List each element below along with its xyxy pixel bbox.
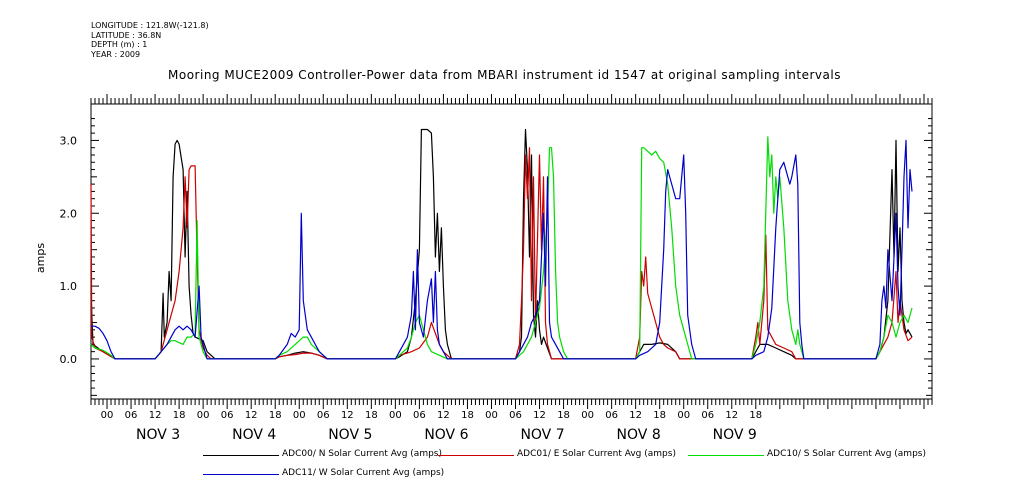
x-tick-label: 18 [173,410,186,421]
day-label: NOV 7 [520,427,564,443]
longitude-label: LONGITUDE : 121.8W(-121.8) [91,21,209,30]
x-tick-label: 00 [197,410,210,421]
legend-entry-adc00: ADC00/ N Solar Current Avg (amps) [282,449,443,459]
y-tick-label: 3.0 [60,134,78,147]
x-tick-label: 18 [653,410,666,421]
x-tick-label: 00 [485,410,498,421]
x-axis-tick-labels: 00 06 12 18 00 06 12 18 00 06 12 18 00 06 12 18 00 06 12 18… [101,410,763,421]
series-layer [90,128,913,360]
x-axis-day-labels: NOV 3 NOV 4 NOV 5 NOV 6 NOV 7 NOV 8 NOV 9 [136,427,757,443]
x-tick-label: 12 [725,410,738,421]
legend-swatch-adc00 [203,455,279,456]
chart-title: Mooring MUCE2009 Controller-Power data f… [168,68,841,82]
x-tick-label: 12 [149,410,162,421]
x-tick-label: 00 [677,410,690,421]
legend-swatch-adc10 [688,455,764,456]
x-tick-label: 12 [437,410,450,421]
day-label: NOV 5 [328,427,372,443]
x-tick-label: 18 [749,410,762,421]
x-tick-label: 06 [221,410,234,421]
y-tick-label: 1.0 [60,280,78,293]
x-tick-label: 06 [125,410,138,421]
latitude-label: LATITUDE : 36.8N [91,30,162,40]
x-tick-label: 00 [293,410,306,421]
x-tick-label: 00 [101,410,114,421]
depth-label: DEPTH (m) : 1 [91,40,148,49]
year-label: YEAR : 2009 [91,49,141,59]
day-label: NOV 3 [136,427,180,443]
series-line-0 [90,128,913,360]
metadata-block: LONGITUDE : 121.8W(-121.8) LATITUDE : 36… [91,21,209,59]
bottom-tick-marks [90,399,933,409]
day-label: NOV 8 [617,427,661,443]
legend-swatch-adc11 [203,474,279,475]
x-tick-label: 18 [461,410,474,421]
x-tick-label: 00 [581,410,594,421]
x-tick-label: 06 [317,410,330,421]
top-tick-marks [90,94,933,104]
x-tick-label: 06 [413,410,426,421]
x-tick-label: 12 [245,410,258,421]
x-tick-label: 18 [557,410,570,421]
plot-frame [90,103,933,400]
legend-entry-adc10: ADC10/ S Solar Current Avg (amps) [767,449,926,459]
x-tick-label: 18 [365,410,378,421]
legend-entry-adc11: ADC11/ W Solar Current Avg (amps) [282,468,445,478]
x-tick-label: 12 [341,410,354,421]
series-line-3 [91,139,913,360]
y-tick-label: 0.0 [60,353,78,366]
x-tick-label: 06 [701,410,714,421]
series-line-1 [90,147,913,360]
day-label: NOV 4 [232,427,276,443]
x-tick-label: 12 [629,410,642,421]
legend-entry-adc01: ADC01/ E Solar Current Avg (amps) [517,449,676,459]
y-tick-label: 2.0 [60,207,78,220]
day-label: NOV 6 [424,427,468,443]
y-axis-label: amps [34,243,47,273]
day-label: NOV 9 [713,427,757,443]
x-tick-label: 06 [509,410,522,421]
y-axis-ticks: 0.0 1.0 2.0 3.0 [60,118,932,396]
x-tick-label: 18 [269,410,282,421]
x-tick-label: 06 [605,410,618,421]
x-tick-label: 00 [389,410,402,421]
series-line-2 [90,136,913,360]
x-tick-label: 12 [533,410,546,421]
legend-swatch-adc01 [438,455,514,456]
